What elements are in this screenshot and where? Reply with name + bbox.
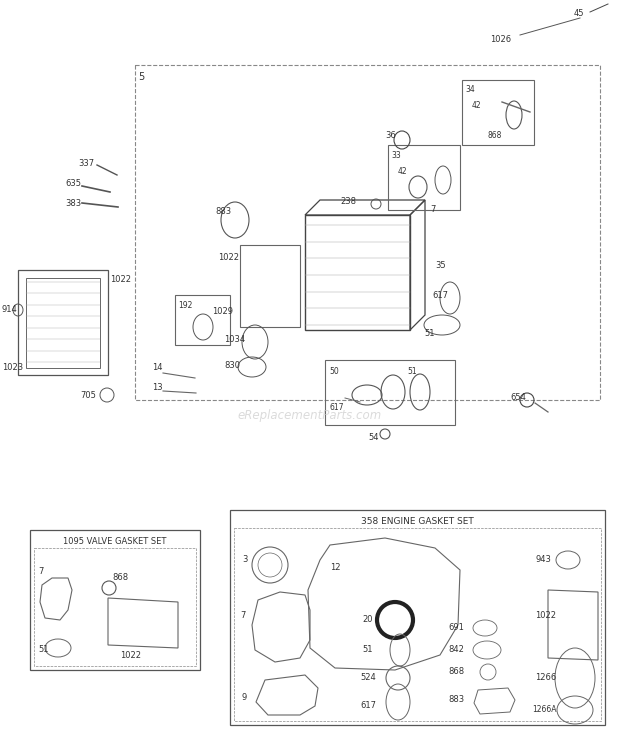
Text: 51: 51 [362, 646, 373, 655]
Text: 12: 12 [330, 563, 340, 572]
Text: 1034: 1034 [224, 336, 245, 344]
Text: 383: 383 [65, 199, 81, 208]
Text: 1023: 1023 [2, 364, 23, 373]
Text: 9: 9 [242, 693, 247, 702]
Text: 617: 617 [329, 403, 343, 412]
Text: 358 ENGINE GASKET SET: 358 ENGINE GASKET SET [361, 518, 474, 527]
Text: 1266A: 1266A [532, 705, 557, 714]
Text: eReplacementParts.com: eReplacementParts.com [238, 408, 382, 422]
Text: 36: 36 [385, 130, 396, 139]
Text: 1095 VALVE GASKET SET: 1095 VALVE GASKET SET [63, 537, 167, 547]
Text: 337: 337 [78, 158, 94, 167]
Text: 35: 35 [435, 260, 446, 269]
Text: 1266: 1266 [535, 673, 556, 682]
Bar [462, 80, 534, 145]
Text: 705: 705 [80, 391, 96, 400]
Text: 1022: 1022 [110, 275, 131, 284]
Bar [175, 295, 230, 345]
Text: 192: 192 [178, 301, 192, 310]
Text: 654: 654 [510, 394, 526, 403]
Text: 617: 617 [360, 701, 376, 710]
Text: 1022: 1022 [535, 611, 556, 620]
Text: 14: 14 [152, 364, 162, 373]
Text: 50: 50 [329, 368, 339, 376]
Bar [234, 528, 601, 721]
Text: 42: 42 [472, 101, 482, 111]
Text: 1022: 1022 [218, 254, 239, 263]
Text: 51: 51 [424, 329, 435, 338]
Text: 3: 3 [242, 556, 247, 565]
Bar [30, 530, 200, 670]
Text: 33: 33 [391, 150, 401, 159]
Text: 868: 868 [112, 574, 128, 583]
Text: 7: 7 [38, 568, 43, 577]
Text: 524: 524 [360, 673, 376, 682]
Text: 7: 7 [240, 611, 246, 620]
Bar [34, 548, 196, 666]
Text: 1022: 1022 [120, 650, 141, 659]
Text: 943: 943 [535, 556, 551, 565]
Text: 7: 7 [430, 205, 435, 214]
Text: 868: 868 [487, 130, 502, 139]
Text: 45: 45 [574, 10, 585, 19]
Bar [135, 65, 600, 400]
Bar [240, 245, 300, 327]
Text: 1026: 1026 [490, 36, 511, 45]
Text: 34: 34 [465, 86, 475, 94]
Text: 883: 883 [215, 208, 231, 217]
Text: 42: 42 [398, 167, 407, 176]
Text: 13: 13 [152, 383, 162, 393]
Text: 238: 238 [340, 197, 356, 207]
Text: 691: 691 [448, 623, 464, 632]
Bar [230, 510, 605, 725]
Text: 51: 51 [38, 646, 48, 655]
Text: 868: 868 [448, 667, 464, 676]
Text: 1029: 1029 [212, 307, 233, 316]
Bar [325, 360, 455, 425]
Bar [305, 215, 410, 330]
Text: 5: 5 [138, 72, 144, 82]
Text: 51: 51 [407, 368, 417, 376]
Text: 842: 842 [448, 646, 464, 655]
Text: 617: 617 [432, 290, 448, 300]
Text: 635: 635 [65, 179, 81, 188]
Text: 54: 54 [368, 432, 378, 441]
Text: 883: 883 [448, 696, 464, 705]
Text: 20: 20 [362, 615, 373, 624]
Bar [26, 278, 100, 368]
Bar [388, 145, 460, 210]
Text: 830: 830 [224, 362, 240, 371]
Bar [18, 270, 108, 375]
Text: 914: 914 [2, 306, 18, 315]
